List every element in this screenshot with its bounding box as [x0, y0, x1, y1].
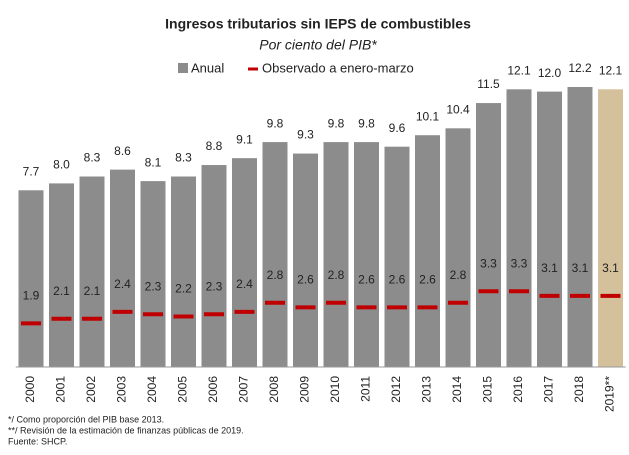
value-label: 12.0 [538, 66, 562, 80]
footnote: Fuente: SHCP. [8, 436, 67, 446]
value-label: 3.3 [511, 256, 528, 270]
chart-title: Ingresos tributarios sin IEPS de combust… [165, 16, 471, 32]
bar [567, 87, 593, 367]
x-tick-label: 2015 [481, 376, 495, 403]
x-tick-label: 2007 [237, 376, 251, 403]
bar [415, 135, 440, 367]
value-label: 3.1 [572, 261, 589, 275]
value-label: 8.8 [206, 139, 223, 153]
x-tick-label: 2004 [145, 376, 159, 403]
value-label: 2.3 [145, 279, 162, 293]
x-tick-label: 2017 [542, 376, 556, 403]
bar [262, 142, 288, 367]
value-label: 12.1 [507, 63, 531, 77]
x-tick-label: 2005 [176, 376, 190, 403]
bar [110, 169, 135, 367]
value-label: 9.8 [328, 116, 345, 130]
value-label: 2.8 [450, 268, 467, 282]
value-label: 2.6 [389, 273, 406, 287]
legend-swatch [178, 63, 188, 73]
value-label: 3.1 [541, 261, 558, 275]
value-label: 2.1 [84, 284, 101, 298]
value-label: 2.1 [53, 284, 70, 298]
x-tick-label: 2003 [115, 376, 129, 403]
value-label: 10.1 [416, 109, 440, 123]
value-label: 9.6 [389, 121, 406, 135]
bar [79, 176, 105, 367]
value-label: 12.1 [599, 63, 623, 77]
value-label: 8.6 [114, 144, 131, 158]
x-tick-label: 2010 [328, 376, 342, 403]
bar [598, 89, 623, 368]
legend-label: Observado a enero-marzo [262, 60, 414, 75]
value-label: 11.5 [477, 77, 500, 91]
x-tick-label: 2002 [84, 376, 98, 403]
value-label: 10.4 [446, 102, 470, 116]
x-tick-label: 2006 [206, 376, 220, 403]
x-tick-label: 2011 [359, 376, 373, 402]
value-label: 2.8 [328, 268, 345, 282]
bar [293, 153, 318, 367]
bar [18, 190, 44, 367]
value-label: 9.3 [297, 128, 314, 142]
x-tick-label: 2019** [603, 376, 617, 412]
bar [232, 158, 257, 367]
bar [323, 142, 349, 367]
value-label: 3.1 [602, 261, 619, 275]
bar [445, 128, 471, 367]
x-tick-label: 2001 [54, 376, 68, 403]
value-label: 2.3 [206, 279, 223, 293]
value-label: 8.3 [84, 151, 101, 165]
value-label: 9.1 [236, 132, 253, 146]
x-tick-label: 2018 [572, 376, 586, 403]
value-label: 8.0 [53, 158, 70, 172]
value-label: 12.2 [568, 61, 592, 75]
bar [171, 176, 196, 367]
footnote: **/ Revisión de la estimación de finanza… [8, 425, 244, 435]
bar [537, 91, 562, 367]
bar [354, 142, 379, 367]
bar [506, 89, 532, 368]
value-label: 3.3 [480, 256, 497, 270]
value-label: 2.2 [175, 282, 192, 296]
value-label: 2.8 [267, 268, 284, 282]
x-tick-label: 2009 [298, 376, 312, 403]
x-tick-label: 2000 [23, 376, 37, 403]
bar [49, 183, 74, 367]
bar [384, 146, 410, 367]
value-label: 2.4 [236, 277, 253, 291]
value-label: 7.7 [23, 164, 40, 178]
value-label: 2.4 [114, 277, 131, 291]
chart-subtitle: Por ciento del PIB* [259, 37, 377, 53]
x-tick-label: 2013 [420, 376, 434, 403]
value-label: 8.3 [175, 151, 192, 165]
value-label: 9.8 [267, 116, 284, 130]
footnote: */ Como proporción del PIB base 2013. [8, 414, 164, 424]
value-label: 2.6 [297, 273, 314, 287]
bar [201, 165, 227, 367]
value-label: 2.6 [358, 273, 375, 287]
bar [140, 181, 166, 367]
value-label: 1.9 [23, 289, 40, 303]
x-tick-label: 2014 [450, 376, 464, 403]
x-tick-label: 2016 [511, 376, 525, 403]
value-label: 9.8 [358, 116, 375, 130]
legend-label: Anual [191, 60, 224, 75]
value-label: 2.6 [419, 273, 436, 287]
x-tick-label: 2008 [267, 376, 281, 403]
value-label: 8.1 [145, 155, 162, 169]
x-tick-label: 2012 [389, 376, 403, 403]
bar [476, 103, 501, 367]
